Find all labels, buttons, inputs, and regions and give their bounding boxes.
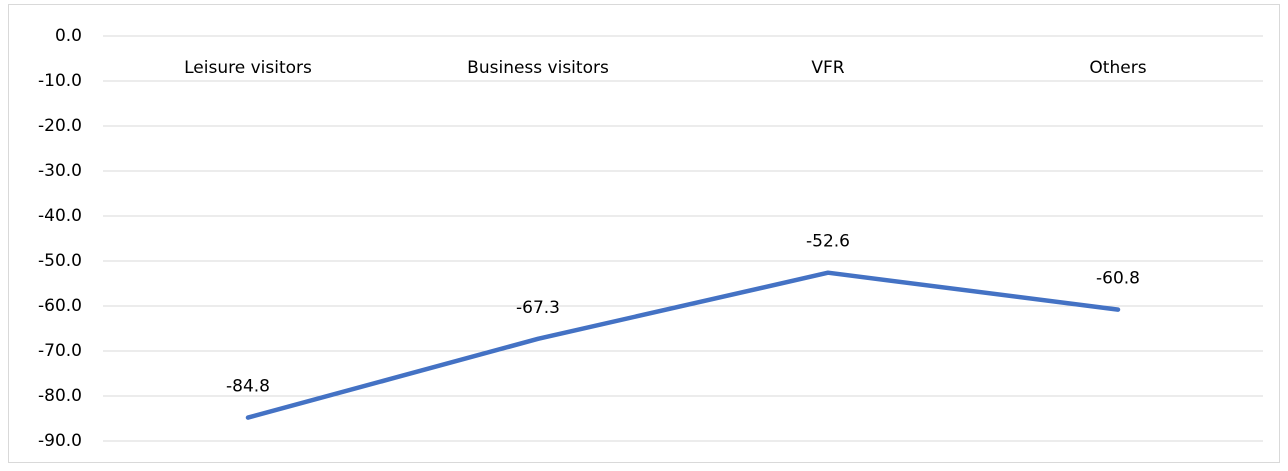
- y-tick-label: -70.0: [38, 341, 82, 361]
- data-label: -84.8: [226, 377, 270, 397]
- y-tick-label: -60.0: [38, 296, 82, 316]
- y-tick-label: 0.0: [55, 26, 82, 46]
- x-tick-label: Leisure visitors: [184, 58, 312, 78]
- y-tick-label: -90.0: [38, 431, 82, 451]
- y-tick-label: -30.0: [38, 161, 82, 181]
- data-label: -60.8: [1096, 269, 1140, 289]
- y-tick-label: -20.0: [38, 116, 82, 136]
- x-tick-label: Others: [1089, 58, 1146, 78]
- x-tick-label: VFR: [811, 58, 844, 78]
- data-label: -52.6: [806, 232, 850, 252]
- data-label: -67.3: [516, 298, 560, 318]
- x-tick-label: Business visitors: [467, 58, 609, 78]
- y-tick-label: -10.0: [38, 71, 82, 91]
- data-line: [245, 270, 1121, 420]
- y-tick-label: -80.0: [38, 386, 82, 406]
- y-tick-label: -40.0: [38, 206, 82, 226]
- y-tick-label: -50.0: [38, 251, 82, 271]
